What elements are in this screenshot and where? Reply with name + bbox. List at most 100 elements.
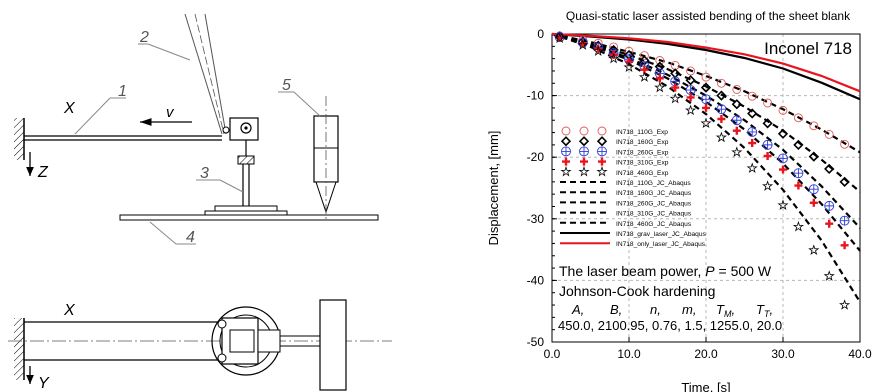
- data-point-IN718_160G_Exp: [716, 90, 727, 101]
- data-point-IN718_110G_Exp: [793, 113, 803, 123]
- legend-label: IN718_310G_JC_Abaqus: [616, 211, 692, 218]
- data-point-IN718_460G_Exp: [608, 52, 620, 64]
- clamp-head: [222, 117, 259, 165]
- side-view-drawing: X 1 2 v 3 4 5 Z: [14, 13, 379, 246]
- data-point-IN718_260G_Exp: [716, 104, 727, 115]
- jc-param-name: n,: [650, 302, 661, 317]
- data-point-IN718_260G_Exp: [808, 184, 819, 195]
- legend-label: IN718_460G_JC_Abaqus: [616, 221, 692, 228]
- data-point-IN718_110G_Exp: [778, 105, 788, 115]
- x-tick-label: 20.0: [694, 347, 718, 361]
- y-tick-label: -30: [527, 212, 545, 226]
- legend-entry: IN718_460G_Exp: [560, 165, 669, 177]
- power-annotation: The laser beam power, P = 500 W: [559, 263, 772, 279]
- label-y: Y: [38, 375, 50, 392]
- legend-entry: IN718_310G_JC_Abaqus: [560, 211, 692, 218]
- legend-entry: IN718_grav_laser_JC_Abaqus: [560, 231, 707, 238]
- data-point-IN718_160G_Exp: [824, 163, 835, 175]
- data-point-IN718_310G_Exp: [809, 198, 818, 207]
- data-point-IN718_260G_Exp: [701, 94, 711, 105]
- data-point-IN718_160G_Exp: [747, 108, 758, 119]
- series-line-IN718_460G_JC_Abaqus: [551, 32, 861, 303]
- clamp-wall-top: [14, 118, 24, 160]
- laser-beam: [184, 13, 223, 135]
- legend-entry: IN718_160G_Exp: [560, 136, 669, 147]
- legend-entry: IN718_110G_JC_Abaqus: [560, 180, 691, 187]
- data-point-IN718_110G_Exp: [840, 139, 850, 149]
- data-point-IN718_310G_Exp: [655, 74, 664, 83]
- legend-entry: IN718_110G_Exp: [561, 126, 668, 136]
- data-point-IN718_110G_Exp: [655, 56, 665, 65]
- series-line-IN718_160G_JC_Abaqus: [551, 32, 861, 193]
- data-point-IN718_260G_Exp: [839, 215, 850, 226]
- legend-label: IN718_110G_JC_Abaqus: [616, 180, 691, 187]
- series-line-IN718_110G_JC_Abaqus: [551, 32, 861, 154]
- data-point-IN718_310G_Exp: [763, 151, 772, 160]
- top-view-drawing: X Y: [8, 299, 392, 392]
- legend-label: IN718_260G_Exp: [616, 149, 669, 156]
- legend-entry: IN718_460G_JC_Abaqus: [560, 221, 692, 228]
- sensor-plan: [319, 299, 347, 391]
- base-plate: [119, 214, 379, 221]
- data-point-IN718_460G_Exp: [762, 180, 774, 191]
- data-point-IN718_460G_Exp: [808, 244, 820, 255]
- data-point-IN718_260G_Exp: [747, 126, 758, 137]
- data-point-IN718_460G_Exp: [577, 39, 589, 50]
- data-point-IN718_460G_Exp: [700, 117, 712, 129]
- data-point-IN718_460G_Exp: [669, 92, 681, 104]
- legend-entry: IN718_310G_Exp: [562, 157, 669, 167]
- series-line-IN718_only_laser_JC_Abaqus: [551, 32, 861, 93]
- data-point-IN718_310G_Exp: [732, 126, 741, 135]
- data-point-IN718_260G_Exp: [824, 200, 835, 211]
- data-point-IN718_160G_Exp: [762, 118, 773, 129]
- data-point-IN718_460G_Exp: [823, 270, 835, 281]
- jc-param-name: m,: [682, 302, 696, 317]
- material-label: Inconel 718: [764, 39, 852, 58]
- data-point-IN718_460G_Exp: [746, 162, 758, 174]
- data-point-IN718_110G_Exp: [809, 121, 819, 131]
- legend-label: IN718_160G_JC_Abaqus: [616, 190, 692, 197]
- legend-label: IN718_only_laser_JC_Abaqus: [616, 241, 706, 248]
- y-tick-label: -10: [527, 89, 545, 103]
- data-point-IN718_160G_Exp: [731, 99, 742, 110]
- data-point-IN718_310G_Exp: [748, 139, 757, 148]
- legend-label: IN718_grav_laser_JC_Abaqus: [616, 231, 707, 238]
- legend-label: IN718_110G_Exp: [616, 129, 668, 136]
- label-velocity: v: [166, 104, 175, 121]
- data-point-IN718_260G_Exp: [793, 168, 804, 179]
- clamp-wall-bottom: [14, 318, 24, 380]
- hardening-annotation: Johnson-Cook hardening: [559, 283, 715, 299]
- data-point-IN718_110G_Exp: [763, 98, 773, 108]
- y-tick-label: -50: [527, 335, 545, 349]
- data-point-IN718_460G_Exp: [715, 131, 727, 143]
- displacement-sensor: [313, 96, 339, 220]
- data-point-IN718_110G_Exp: [686, 66, 696, 76]
- data-point-IN718_310G_Exp: [717, 115, 726, 124]
- legend-label: IN718_260G_JC_Abaqus: [616, 200, 692, 207]
- label-x-top: X: [63, 100, 76, 117]
- jc-param-name: A,: [571, 302, 584, 317]
- data-point-IN718_460G_Exp: [592, 45, 604, 56]
- data-point-IN718_460G_Exp: [685, 104, 697, 116]
- displacement-chart: Quasi-static laser assisted bending of t…: [486, 9, 872, 392]
- data-point-IN718_460G_Exp: [654, 81, 666, 93]
- data-point-IN718_310G_Exp: [840, 241, 849, 250]
- jc-param-name: B,: [610, 302, 622, 317]
- data-point-IN718_110G_Exp: [747, 91, 757, 101]
- data-point-IN718_260G_Exp: [762, 139, 773, 150]
- jc-param-name: TT,: [756, 302, 773, 319]
- x-tick-label: 0.0: [544, 347, 561, 361]
- legend-label: IN718_460G_Exp: [616, 170, 669, 177]
- data-point-IN718_260G_Exp: [731, 115, 742, 126]
- label-x-bottom: X: [63, 302, 76, 319]
- bending-setup-schematic: X 1 2 v 3 4 5 Z X Y: [8, 13, 392, 392]
- legend-entry: IN718_260G_Exp: [561, 146, 669, 156]
- y-tick-label: 0: [537, 27, 544, 41]
- label-part-4: 4: [186, 229, 195, 246]
- data-point-IN718_310G_Exp: [779, 165, 787, 174]
- legend-entry: IN718_160G_JC_Abaqus: [560, 190, 692, 197]
- data-point-IN718_260G_Exp: [778, 153, 788, 164]
- label-part-1: 1: [118, 83, 127, 100]
- legend-entry: IN718_only_laser_JC_Abaqus: [560, 241, 706, 248]
- series-line-IN718_310G_JC_Abaqus: [551, 32, 861, 252]
